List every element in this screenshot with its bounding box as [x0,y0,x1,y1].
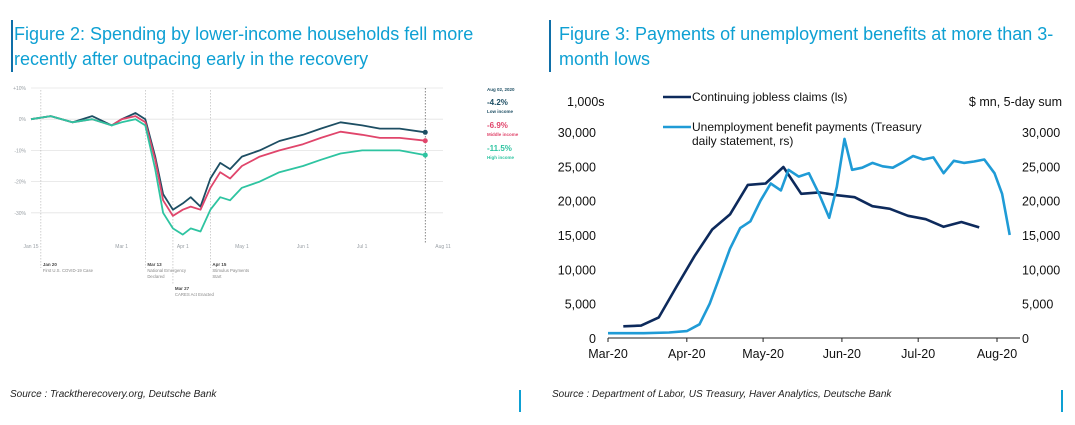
series-end-point [422,152,428,158]
legend-label-benefit-payments-cont: daily statement, rs) [692,134,793,148]
legend-name-low-income: Low income [487,109,513,114]
x-tick-label: Jul-20 [901,347,935,361]
legend-label-jobless-claims: Continuing jobless claims (ls) [692,90,847,104]
y-tick-label-left: 0 [589,332,596,346]
y-tick-label-right: 5,000 [1022,298,1053,312]
title-accent-bar [549,20,551,72]
series-line-unemployment-benefit-payments-treasury-daily-statement-rs [608,137,1011,335]
y-tick-label-right: 10,000 [1022,263,1060,277]
x-tick-label: Apr 1 [177,244,189,250]
y-tick-label-left: 20,000 [558,195,596,209]
y-axis-label-left: 1,000s [567,95,605,109]
y-tick-label-left: 10,000 [558,263,596,277]
series-line-continuing-jobless-claims-ls [623,165,980,328]
x-tick-label: Mar 1 [115,244,128,250]
x-tick-label: Jun 1 [297,244,309,250]
event-desc-label: Declared [147,274,165,279]
x-tick-label: Apr-20 [668,347,706,361]
event-desc-label: CARES Act Enacted [175,292,215,297]
y-tick-label-left: 25,000 [558,160,596,174]
spending-line-chart: +10% 0% -10% -20% -30% Jan 15 Mar 1 Apr 1 May 1 J… [13,86,519,297]
legend-label-benefit-payments: Unemployment benefit payments (Treasury [692,120,922,134]
figure-3-title: Figure 3: Payments of unemployment benef… [559,24,1054,69]
figure-2-panel: Figure 2: Spending by lower-income house… [0,0,530,425]
figure-2-source: Source : Tracktherecovery.org, Deutsche … [10,389,217,400]
legend-value-high-income: -11.5% [487,144,512,153]
event-desc-label: Stimulus Payments [212,268,249,273]
x-tick-label: May 1 [235,244,249,250]
event-date-label: Jan 20 [43,262,58,267]
y-tick-label: +10% [13,86,26,92]
series-end-point [422,129,428,135]
x-tick-label: Aug-20 [977,347,1017,361]
y-tick-label: -10% [14,148,26,154]
event-desc-label: Start [212,274,222,279]
x-tick-label: Jun-20 [823,347,861,361]
y-tick-label-left: 30,000 [558,126,596,140]
y-tick-label-right: 0 [1022,332,1029,346]
unemployment-line-chart: 0 0 5,000 5,000 10,000 10,000 15,000 15,000 20,0… [558,90,1062,361]
source-accent-bar [519,390,521,412]
series-line-high-income [30,115,426,236]
x-tick-label: Jul 1 [357,244,368,250]
x-tick-label: May-20 [742,347,784,361]
legend-name-high-income: High income [487,155,514,160]
y-tick-label: -20% [14,180,26,186]
y-tick-label-right: 30,000 [1022,126,1060,140]
y-tick-label-left: 15,000 [558,229,596,243]
event-date-label: Apr 15 [212,262,227,267]
y-tick-label-left: 5,000 [565,298,596,312]
legend-value-low-income: -4.2% [487,98,508,107]
figure-3-source: Source : Department of Labor, US Treasur… [552,389,892,400]
legend-value-middle-income: -6.9% [487,121,508,130]
figure-3-panel: Figure 3: Payments of unemployment benef… [540,0,1075,425]
y-tick-label-right: 15,000 [1022,229,1060,243]
y-tick-label-right: 20,000 [1022,195,1060,209]
y-tick-label: 0% [19,117,27,123]
date-label: Aug 02, 2020 [487,87,515,92]
figure-2-title: Figure 2: Spending by lower-income house… [14,24,474,69]
title-accent-bar [11,20,13,72]
x-tick-label: Aug 11 [435,244,451,250]
x-tick-label: Jan 15 [23,244,38,250]
event-date-label: Mar 27 [175,286,190,291]
series-end-point [422,138,428,144]
series-line-middle-income [30,115,426,217]
event-desc-label: First U.S. COVID-19 Case [43,268,94,273]
series-line-low-income [30,112,426,211]
legend-name-middle-income: Middle income [487,132,519,137]
y-tick-label-right: 25,000 [1022,160,1060,174]
event-desc-label: National Emergency [147,268,187,273]
y-tick-label: -30% [14,211,26,217]
x-tick-label: Mar-20 [588,347,628,361]
y-axis-label-right: $ mn, 5-day sum [969,95,1062,109]
event-date-label: Mar 13 [147,262,162,267]
source-accent-bar [1061,390,1063,412]
